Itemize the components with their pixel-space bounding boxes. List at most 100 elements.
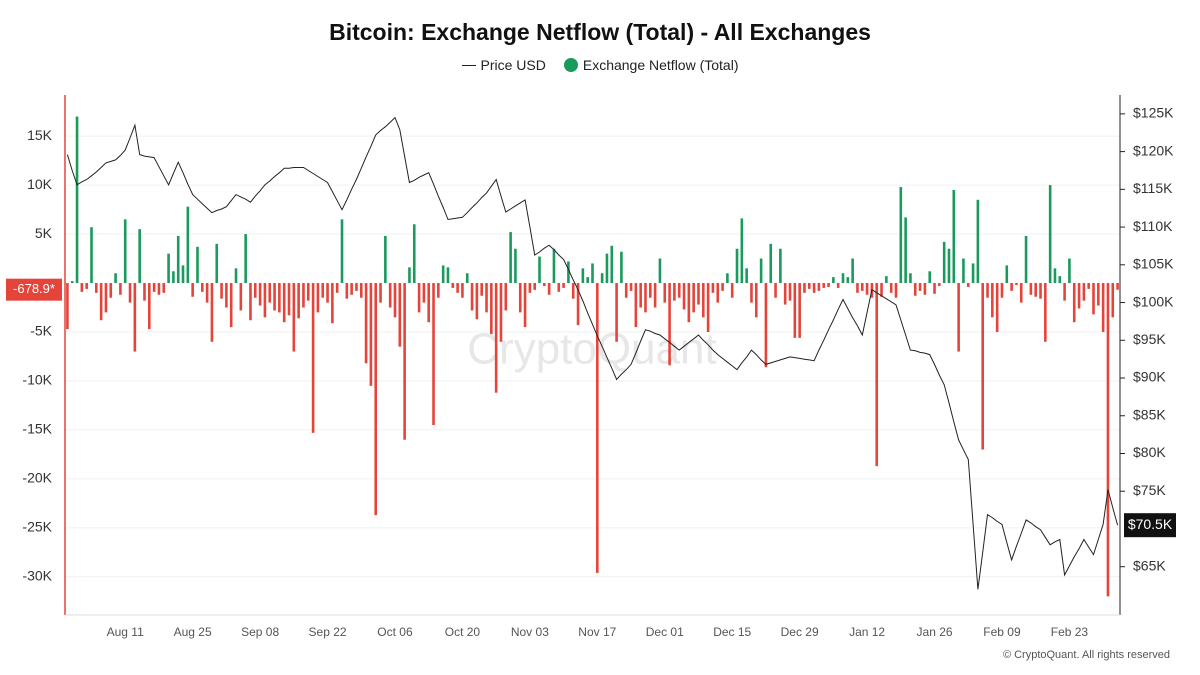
legend-icon: [461, 64, 476, 66]
bar: [610, 245, 614, 284]
bar: [653, 283, 657, 308]
bar: [798, 283, 801, 338]
bar: [162, 283, 166, 293]
bar: [80, 283, 84, 292]
bar: [388, 283, 392, 308]
bar: [278, 283, 281, 313]
bar: [422, 283, 426, 303]
bar: [528, 283, 532, 293]
legend-label: Exchange Netflow (Total): [582, 57, 739, 73]
bar: [894, 283, 898, 298]
bar: [1010, 283, 1013, 291]
bar: [263, 283, 267, 318]
x-tick-label: Jan 26: [917, 625, 953, 639]
bar: [1116, 283, 1119, 290]
bar: [432, 283, 435, 426]
bar: [138, 229, 141, 284]
y-tick-label: 15K: [27, 127, 53, 143]
bar: [933, 283, 936, 294]
x-tick-label: Aug 11: [107, 625, 144, 639]
bar: [499, 283, 503, 342]
bar: [899, 187, 903, 284]
bar: [1111, 283, 1115, 318]
bar: [523, 283, 527, 328]
y2-tick-label: $95K: [1133, 331, 1166, 347]
bar: [812, 283, 816, 293]
bar: [461, 283, 464, 298]
x-tick-label: Nov 17: [578, 625, 616, 639]
bar: [793, 283, 797, 338]
credit: © CryptoQuant. All rights reserved: [1003, 649, 1170, 661]
bar: [244, 234, 247, 284]
y2-tick-label: $110K: [1133, 218, 1173, 234]
bar: [788, 283, 792, 301]
bar: [942, 241, 946, 284]
x-tick-label: Feb 09: [983, 625, 1021, 639]
bar: [504, 283, 508, 311]
bar: [1063, 283, 1066, 301]
bar: [976, 199, 980, 284]
bar: [562, 283, 565, 288]
legend-item: Exchange Netflow (Total): [563, 57, 739, 73]
bar: [726, 273, 729, 284]
bar: [181, 265, 185, 284]
bar: [99, 283, 103, 321]
bar: [273, 283, 276, 311]
y-tick-label: -20K: [22, 470, 52, 486]
bar: [1015, 283, 1018, 285]
bar: [215, 243, 219, 284]
bar: [596, 283, 599, 573]
bar: [114, 273, 117, 284]
bar: [196, 246, 199, 284]
bar: [1029, 283, 1033, 295]
bar: [306, 283, 310, 301]
bar: [66, 283, 69, 330]
bar: [417, 283, 421, 313]
bar: [552, 248, 556, 284]
bar: [769, 243, 773, 284]
bar: [779, 248, 782, 284]
bar: [832, 277, 835, 284]
bar: [658, 258, 662, 284]
bar: [287, 283, 291, 316]
y2-tick-label: $125K: [1133, 105, 1174, 121]
bar: [764, 283, 768, 368]
bar: [1087, 283, 1090, 289]
bar: [95, 283, 98, 293]
bar: [673, 283, 676, 301]
bar: [571, 283, 575, 299]
bar: [730, 283, 734, 298]
bar: [176, 236, 180, 284]
bar: [234, 268, 238, 284]
bar: [986, 283, 989, 298]
bar: [518, 283, 522, 313]
bar: [331, 283, 334, 324]
legend-label: Price USD: [480, 57, 546, 73]
y-tick-label: -15K: [22, 421, 52, 437]
bar: [938, 283, 941, 286]
y2-tick-label: $80K: [1133, 444, 1166, 460]
bar: [340, 219, 344, 284]
bar: [1034, 283, 1037, 297]
bar: [629, 283, 633, 291]
bar: [663, 283, 667, 303]
bar: [706, 283, 710, 332]
bar: [249, 283, 252, 321]
bar: [543, 283, 546, 286]
bar: [783, 283, 787, 305]
bar: [649, 283, 652, 298]
legend-icon: [563, 58, 578, 72]
bar: [620, 251, 623, 284]
bar: [697, 283, 700, 305]
bar: [677, 283, 681, 298]
bar: [1072, 283, 1076, 323]
bar: [750, 283, 753, 303]
bar: [721, 283, 724, 291]
bar: [412, 224, 416, 284]
bar: [538, 256, 541, 284]
y-tick-label: -5K: [30, 323, 52, 339]
bar: [981, 283, 985, 450]
bar: [1048, 185, 1052, 284]
bar: [885, 276, 888, 284]
